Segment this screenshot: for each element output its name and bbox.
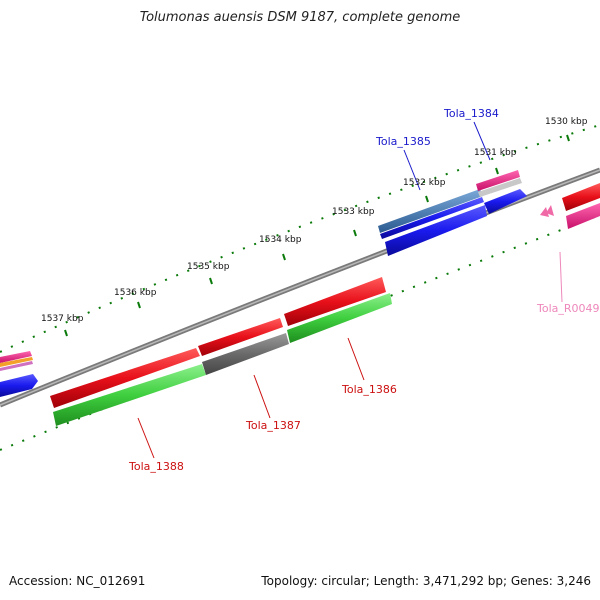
callout-lines — [137, 121, 563, 459]
gene-grey-pseudo[interactable] — [202, 333, 289, 375]
ruler-label-1535: 1535 kbp — [187, 262, 230, 272]
gene-label-tola-1388[interactable]: Tola_1388 — [128, 460, 184, 473]
gene-label-tola-r0049[interactable]: Tola_R0049 — [536, 302, 600, 315]
ruler-label-1537: 1537 kbp — [41, 314, 84, 324]
ruler-label-1530: 1530 kbp — [545, 117, 588, 127]
map-title: Tolumonas auensis DSM 9187, complete gen… — [139, 10, 461, 25]
gene-label-tola-1387[interactable]: Tola_1387 — [245, 419, 301, 432]
ruler-label-1531: 1531 kbp — [474, 148, 517, 158]
ruler-label-1533: 1533 kbp — [332, 207, 375, 217]
gene-tola-r0049[interactable] — [540, 205, 554, 217]
genome-info-text: Topology: circular; Length: 3,471,292 bp… — [261, 574, 591, 588]
outer-major-ticks — [64, 134, 570, 337]
gene-red-3-forward[interactable] — [284, 277, 386, 326]
gene-label-tola-1385[interactable]: Tola_1385 — [375, 135, 431, 148]
gene-red-2-forward[interactable] — [198, 318, 283, 356]
gene-tola-1385[interactable] — [378, 189, 487, 256]
genome-backbone — [0, 167, 600, 408]
right-edge-genes — [562, 183, 600, 229]
gene-label-tola-1386[interactable]: Tola_1386 — [341, 383, 397, 396]
gene-tola-1384[interactable] — [476, 170, 527, 214]
outer-ruler — [0, 124, 600, 353]
ruler-label-1536: 1536 kbp — [114, 288, 157, 298]
left-edge-genes — [0, 351, 38, 397]
gene-label-tola-1384[interactable]: Tola_1384 — [443, 107, 499, 120]
gene-green-reverse-2[interactable] — [287, 293, 392, 343]
ruler-label-1534: 1534 kbp — [259, 235, 302, 245]
gene-green-reverse[interactable] — [53, 364, 206, 426]
gene-tola-1388-forward[interactable] — [50, 348, 200, 408]
inner-ruler — [0, 214, 600, 451]
accession-text: Accession: NC_012691 — [9, 574, 146, 588]
ruler-label-1532: 1532 kbp — [403, 178, 446, 188]
